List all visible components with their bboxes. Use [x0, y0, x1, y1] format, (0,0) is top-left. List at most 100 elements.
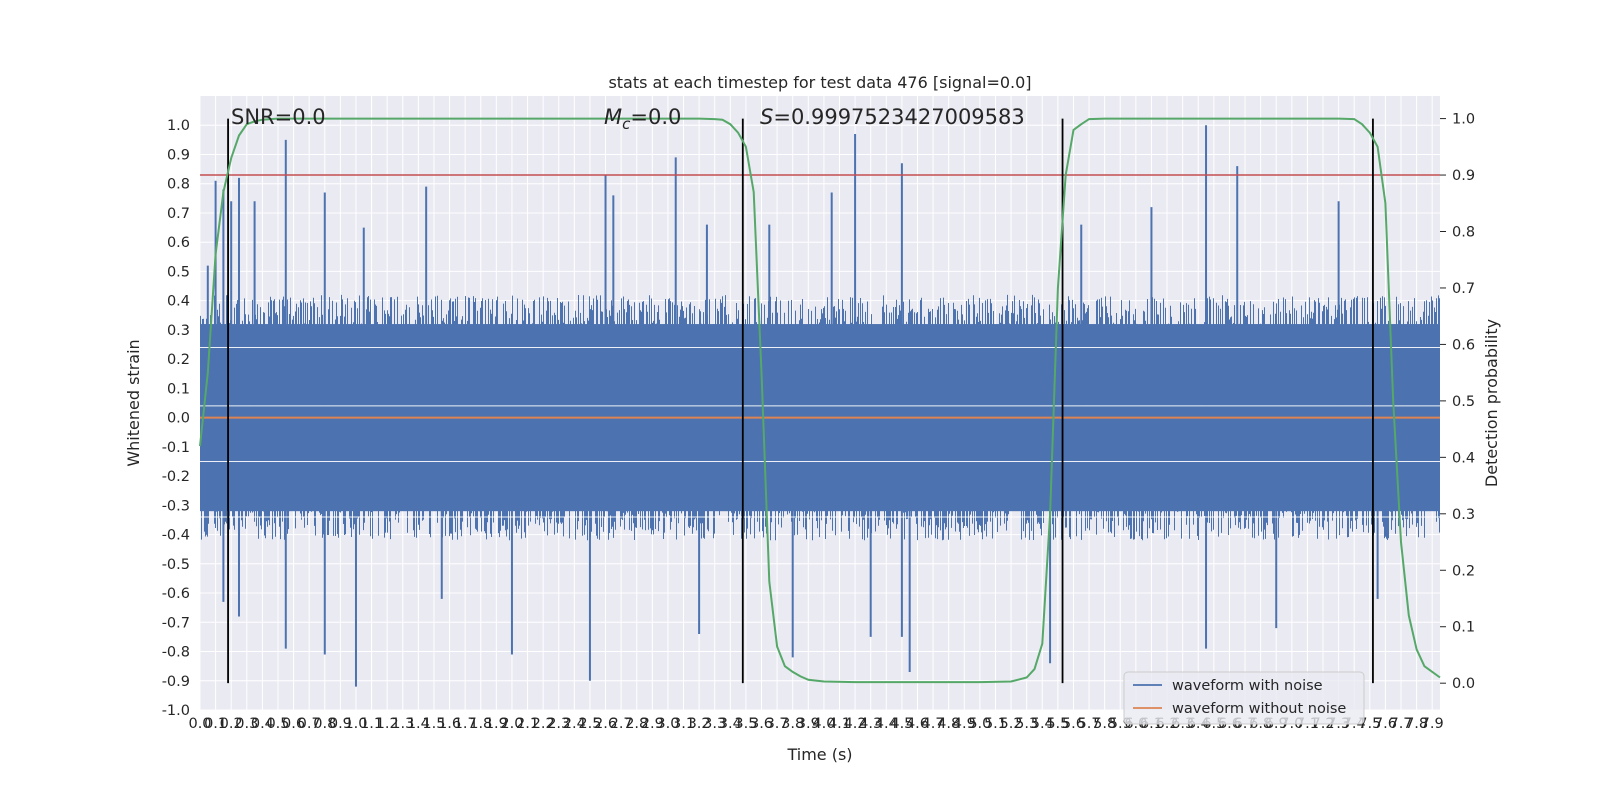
y2-tick-label: 0.2 [1452, 563, 1475, 579]
y-tick-label: 0.0 [167, 411, 190, 427]
x-tick-label: 2.3 [547, 716, 570, 732]
x-tick-label: 0.9 [329, 716, 352, 732]
x-tick-label: 1.1 [360, 716, 383, 732]
y-tick-label: -0.4 [162, 528, 190, 544]
x-tick-label: 5.4 [1031, 716, 1054, 732]
x-tick-label: 0.7 [298, 716, 321, 732]
x-tick-label: 5.1 [984, 716, 1007, 732]
x-tick-label: 2.6 [594, 716, 617, 732]
x-tick-label: 4.6 [906, 716, 929, 732]
snr-annotation: SNR=0.0 [231, 105, 326, 129]
x-tick-label: 2.9 [641, 716, 664, 732]
y-tick-label: -1.0 [162, 703, 190, 719]
y2-tick-label: 0.1 [1452, 620, 1475, 636]
x-tick-label: 0.6 [282, 716, 305, 732]
y2-tick-label: 0.3 [1452, 507, 1475, 523]
x-tick-label: 3.0 [656, 716, 679, 732]
detection-stat-annotation: S=0.9997523427009583 [760, 105, 1025, 129]
chirp-mass-value: =0.0 [630, 105, 681, 129]
noise-strokes [200, 294, 1440, 541]
x-tick-label: 0.2 [220, 716, 243, 732]
y-tick-label: 1.0 [167, 118, 190, 134]
x-tick-label: 4.4 [875, 716, 898, 732]
x-tick-label: 5.5 [1046, 716, 1069, 732]
y2-tick-labels: 0.0 0.1 0.2 0.3 0.4 0.5 0.6 0.7 0.8 0.9 1.0 [1440, 112, 1475, 692]
x-tick-label: 0.3 [235, 716, 258, 732]
x-tick-label: 3.3 [703, 716, 726, 732]
x-tick-label: 2.2 [532, 716, 555, 732]
x-tick-label: 1.9 [485, 716, 508, 732]
x-tick-label: 4.8 [937, 716, 960, 732]
chirp-mass-subscript: c [622, 115, 631, 133]
x-tick-label: 0.0 [188, 716, 211, 732]
y-tick-label: 0.1 [167, 381, 190, 397]
stat-symbol: S [760, 105, 773, 129]
x-tick-label: 2.0 [500, 716, 523, 732]
y2-tick-label: 0.6 [1452, 337, 1475, 353]
y2-tick-label: 0.5 [1452, 394, 1475, 410]
chart-title: stats at each timestep for test data 476… [608, 73, 1031, 92]
chirp-mass-symbol: M [604, 105, 622, 129]
x-tick-label: 4.9 [953, 716, 976, 732]
y-tick-labels: -1.0 -0.9 -0.8 -0.7 -0.6 -0.5 -0.4 -0.3 -0.2 -0.1… [162, 118, 190, 719]
x-tick-label: 1.7 [454, 716, 477, 732]
y-tick-label: -0.1 [162, 440, 190, 456]
y2-tick-label: 0.8 [1452, 225, 1475, 241]
legend-label-clean: waveform without noise [1172, 701, 1346, 717]
x-tick-label: 1.2 [376, 716, 399, 732]
x-tick-label: 7.6 [1374, 716, 1397, 732]
x-tick-label: 1.4 [407, 716, 430, 732]
y2-tick-label: 0.0 [1452, 676, 1475, 692]
y-tick-label: -0.9 [162, 674, 190, 690]
x-tick-label: 4.3 [859, 716, 882, 732]
x-tick-label: 5.8 [1093, 716, 1116, 732]
y-axis-label: Whitened strain [124, 339, 143, 466]
x-tick-label: 2.8 [625, 716, 648, 732]
y-tick-label: -0.8 [162, 645, 190, 661]
x-tick-label: 1.0 [344, 716, 367, 732]
x-tick-label: 4.1 [828, 716, 851, 732]
legend-label-noisy: waveform with noise [1172, 678, 1323, 694]
x-tick-label: 1.6 [438, 716, 461, 732]
x-tick-label: 4.0 [812, 716, 835, 732]
x-tick-label: 3.1 [672, 716, 695, 732]
y-tick-label: -0.7 [162, 615, 190, 631]
x-tick-label: 3.7 [766, 716, 789, 732]
legend-box [1123, 671, 1365, 725]
x-tick-label: 5.2 [1000, 716, 1023, 732]
legend: waveform with noise waveform without noi… [1123, 671, 1365, 725]
x-tick-label: 3.5 [734, 716, 757, 732]
y-tick-label: -0.2 [162, 469, 190, 485]
x-tick-label: 3.6 [750, 716, 773, 732]
x-tick-label: 5.7 [1078, 716, 1101, 732]
x-tick-label: 2.7 [610, 716, 633, 732]
y-tick-label: -0.5 [162, 557, 190, 573]
x-axis-label: Time (s) [786, 745, 852, 764]
x-tick-label: 0.8 [313, 716, 336, 732]
x-tick-label: 7.7 [1389, 716, 1412, 732]
x-tick-label: 0.5 [266, 716, 289, 732]
series-detection-probability [199, 117, 1441, 684]
x-tick-label: 2.1 [516, 716, 539, 732]
x-tick-label: 1.8 [469, 716, 492, 732]
x-tick-label: 3.8 [781, 716, 804, 732]
x-tick-label: 3.2 [688, 716, 711, 732]
y-tick-label: -0.3 [162, 498, 190, 514]
x-tick-label: 3.9 [797, 716, 820, 732]
y2-tick-label: 0.4 [1452, 450, 1475, 466]
x-tick-label: 2.5 [578, 716, 601, 732]
y2-tick-label: 1.0 [1452, 112, 1475, 128]
y-tick-label: -0.6 [162, 586, 190, 602]
x-tick-label: 4.5 [890, 716, 913, 732]
x-tick-label: 7.8 [1405, 716, 1428, 732]
x-tick-label: 4.7 [922, 716, 945, 732]
y-tick-label: 0.6 [167, 235, 190, 251]
y-tick-label: 0.7 [167, 206, 190, 222]
x-tick-label: 0.1 [204, 716, 227, 732]
x-tick-label: 1.5 [422, 716, 445, 732]
x-tick-label: 3.4 [719, 716, 742, 732]
y2-axis-label: Detection probability [1482, 319, 1501, 487]
y2-tick-label: 0.7 [1452, 281, 1475, 297]
x-tick-label: 5.0 [968, 716, 991, 732]
